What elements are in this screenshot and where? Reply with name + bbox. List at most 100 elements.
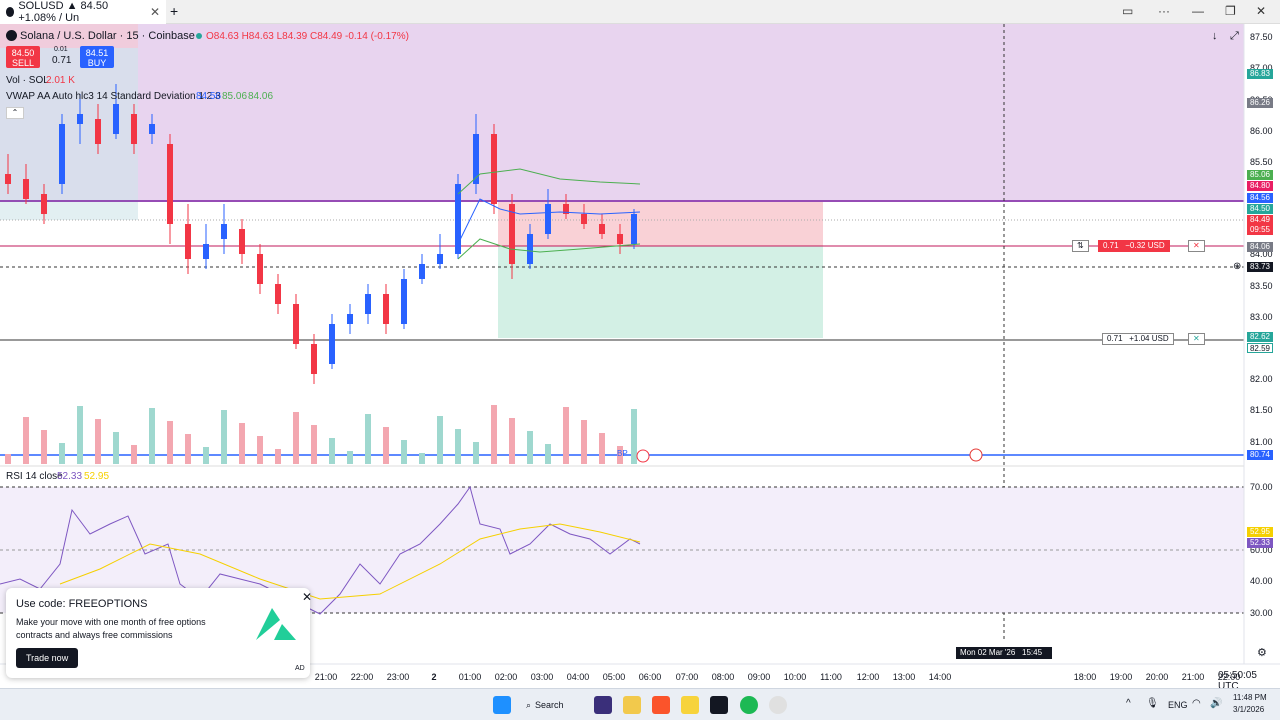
rsi-ma-value: 52.95 (84, 471, 110, 482)
volume-bar (563, 407, 569, 464)
reading-mode-icon[interactable]: ▭ (1122, 4, 1134, 18)
windows-taskbar: ⌕ Search ^ 🎙 ENG ◠ 🔊 11:48 PM 3/1/2026 (0, 688, 1280, 720)
candle-body (293, 304, 299, 344)
sell-price: 84.50 (11, 48, 35, 58)
time-axis-label: 18:00 (1073, 672, 1097, 682)
trade-now-button[interactable]: Trade now (16, 648, 79, 668)
candle-body (509, 204, 515, 264)
volume-bar (365, 414, 371, 464)
volume-bar (293, 412, 299, 464)
ad-badge: AD (295, 665, 305, 672)
time-axis-label: 01:00 (458, 672, 482, 682)
promo-title: Use code: FREEOPTIONS (16, 598, 148, 610)
utc-clock[interactable]: 05:50:05 UTC (1218, 670, 1257, 692)
search-icon: ⌕ (526, 699, 532, 710)
sticky-notes-icon[interactable] (681, 696, 699, 714)
time-axis-label: 21:00 (1181, 672, 1205, 682)
fullscreen-icon[interactable]: ⤢ (1230, 30, 1239, 42)
flash-event-icon[interactable] (636, 449, 650, 463)
language-indicator[interactable]: ENG (1168, 700, 1188, 710)
robinhood-logo-icon (256, 608, 296, 640)
volume-bar (257, 436, 263, 464)
start-icon[interactable] (493, 696, 511, 714)
time-axis-label: 23:00 (386, 672, 410, 682)
collapse-legend-icon[interactable]: ⌃ (6, 107, 24, 119)
time-axis-label: 22:00 (1217, 672, 1241, 682)
price-tag: 84.50 (1247, 204, 1273, 214)
crosshair-target-icon[interactable]: ⊕ (1233, 261, 1242, 272)
target-qty: 0.71 (1107, 334, 1123, 343)
time-axis-label: 08:00 (711, 672, 735, 682)
us-flag-event-icon[interactable] (969, 448, 983, 462)
buy-price: 84.51 (85, 48, 109, 58)
more-options-icon[interactable]: ··· (1158, 4, 1170, 18)
time-axis-label: 07:00 (675, 672, 699, 682)
position-reward-zone[interactable] (498, 246, 823, 338)
chrome-icon[interactable] (769, 696, 787, 714)
vwap-value-2: 85.06 (222, 91, 248, 102)
volume-bar (59, 443, 65, 464)
chart-settings-icon[interactable]: ⚙ (1257, 647, 1267, 659)
stop-order-label[interactable]: 0.71 −0.32 USD (1098, 240, 1170, 252)
time-axis-label: 04:00 (566, 672, 590, 682)
after-effects-icon[interactable] (594, 696, 612, 714)
close-window-icon[interactable]: ✕ (1256, 4, 1267, 18)
time-axis-label: 10:00 (783, 672, 807, 682)
candle-body (23, 179, 29, 199)
brave-browser-icon[interactable] (652, 696, 670, 714)
volume-icon[interactable]: 🔊 (1210, 698, 1223, 709)
minimize-icon[interactable]: — (1192, 4, 1204, 18)
taskbar-time[interactable]: 11:48 PM (1233, 693, 1267, 702)
buy-button[interactable]: 84.51 BUY (80, 46, 114, 68)
candle-body (167, 144, 173, 224)
search-label: Search (535, 700, 564, 710)
volume-bar (275, 449, 281, 464)
time-axis-label: 06:00 (638, 672, 662, 682)
price-tag: 83.73 (1247, 262, 1273, 272)
vwap-lower-band (457, 238, 641, 260)
candle-body (383, 294, 389, 324)
spotify-icon[interactable] (740, 696, 758, 714)
position-risk-zone[interactable] (498, 202, 823, 246)
wifi-icon[interactable]: ◠ (1192, 698, 1201, 709)
candle-body (5, 174, 11, 184)
candlesticks (5, 84, 637, 384)
price-tag: 82.59 (1247, 343, 1273, 353)
rsi-tag: 52.95 (1247, 527, 1273, 537)
search-box[interactable]: ⌕ Search (526, 696, 586, 714)
file-explorer-icon[interactable] (623, 696, 641, 714)
taskbar-date[interactable]: 3/1/2026 (1233, 705, 1265, 714)
market-status-icon (196, 33, 202, 39)
target-order-label[interactable]: 0.71 +1.04 USD (1102, 333, 1174, 345)
promo-close-icon[interactable]: ✕ (302, 590, 313, 604)
time-axis-label: 05:00 (602, 672, 626, 682)
ohlc-values: O84.63 H84.63 L84.39 C84.49 -0.14 (-0.17… (206, 31, 409, 42)
target-close-icon[interactable]: ✕ (1188, 333, 1205, 345)
price-tag: 85.06 (1247, 170, 1273, 180)
candle-body (41, 194, 47, 214)
volume-bar (23, 417, 29, 464)
sell-button[interactable]: 84.50 SELL (6, 46, 40, 68)
rsi-label: RSI 14 close (6, 471, 63, 482)
candle-body (581, 214, 587, 224)
time-axis-label: 12:00 (856, 672, 880, 682)
vwap-value-1: 84.56 (196, 91, 222, 102)
microphone-icon[interactable]: 🎙 (1146, 698, 1159, 709)
chart-canvas[interactable]: Solana / U.S. Dollar · 15 · Coinbase O84… (0, 24, 1280, 692)
stop-reverse-icon[interactable]: ⇅ (1072, 240, 1089, 252)
tradingview-app-icon[interactable] (710, 696, 728, 714)
new-tab-button[interactable]: + (170, 3, 179, 19)
maximize-icon[interactable]: ❐ (1225, 4, 1236, 18)
stop-close-icon[interactable]: ✕ (1188, 240, 1205, 252)
volume-bar (203, 447, 209, 464)
browser-tab[interactable]: SOLUSD ▲ 84.50 +1.08% / Un ✕ (0, 0, 166, 24)
scroll-down-icon[interactable]: ↓ (1212, 30, 1218, 42)
tab-close-icon[interactable]: ✕ (149, 5, 160, 19)
volume-bar (599, 433, 605, 464)
tray-expand-icon[interactable]: ^ (1126, 698, 1131, 709)
volume-bar (41, 430, 47, 464)
sell-label: SELL (11, 58, 35, 68)
time-axis-label: 19:00 (1109, 672, 1133, 682)
vwap-line (457, 198, 641, 245)
symbol-title[interactable]: Solana / U.S. Dollar · 15 · Coinbase (20, 30, 195, 42)
